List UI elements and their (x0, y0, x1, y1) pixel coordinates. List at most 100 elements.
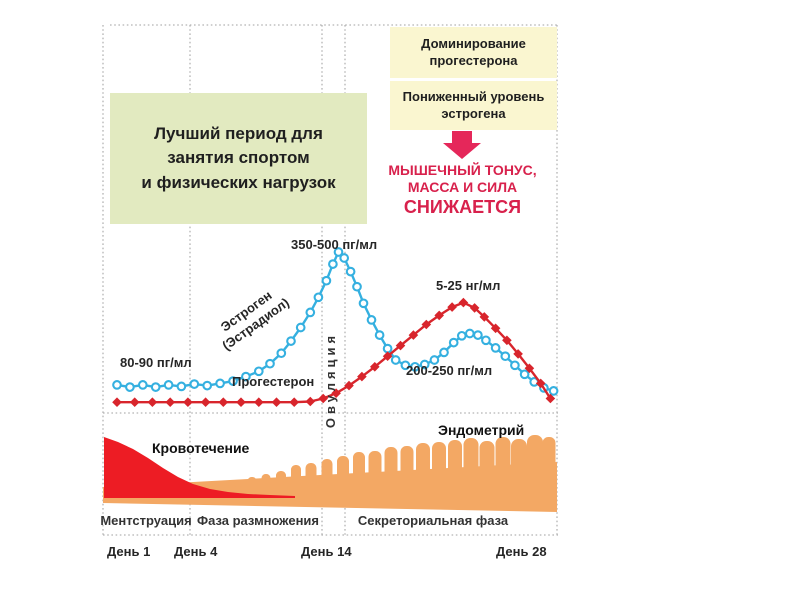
day-1-label: День 1 (107, 544, 151, 559)
endometrium-gland (321, 459, 333, 483)
best-period-line2: занятия спортом (167, 148, 310, 168)
estrogen-marker (189, 379, 200, 389)
ovulation-label: Овуляция (323, 331, 338, 429)
estrogen-marker (137, 380, 148, 390)
estrogen-marker (352, 281, 362, 292)
estrogen-marker (150, 382, 161, 392)
best-period-text: Лучший период для занятия спортом и физи… (141, 122, 335, 196)
estrogen-marker (112, 380, 122, 390)
estrogen-marker (276, 348, 287, 359)
endometrium-gland (247, 477, 257, 487)
estrogen-marker (473, 330, 483, 340)
estrogen-marker (500, 351, 511, 362)
progesterone-marker (524, 363, 535, 374)
endometrium-gland (416, 443, 430, 478)
endometrium-gland (234, 480, 242, 488)
progesterone-marker (318, 393, 329, 404)
progesterone-marker (183, 397, 193, 408)
progesterone-marker (545, 393, 556, 404)
estrogen-marker (228, 376, 238, 386)
estrogen-marker (253, 366, 264, 377)
best-period-callout: Лучший период для занятия спортом и физи… (110, 93, 367, 224)
estrogen-marker (510, 360, 520, 371)
estrogen-marker (382, 343, 393, 354)
estrogen-marker (481, 335, 491, 346)
estrogen-marker (548, 386, 559, 396)
phase-secretory-label: Секреториальная фаза (357, 513, 509, 528)
estradiol-peak-label: 350-500 пг/мл (291, 237, 378, 252)
endometrium-gland (384, 447, 398, 480)
estrogen-marker (374, 330, 385, 340)
progesterone-dominance-callout: Доминирование прогестерона (390, 27, 557, 78)
progesterone-marker (271, 397, 282, 408)
endometrium-gland (542, 437, 556, 471)
estrogen-marker (305, 307, 316, 318)
endometrium-gland (261, 474, 271, 486)
estrogen-marker (241, 371, 251, 382)
estrogen-marker (490, 343, 501, 353)
endometrium-gland (479, 441, 495, 474)
progesterone-marker (129, 397, 140, 408)
estrogen-marker (410, 361, 420, 372)
day-28-label: День 28 (496, 544, 547, 559)
day-4-label: День 4 (174, 544, 218, 559)
progesterone-marker (382, 351, 393, 362)
progesterone-marker (253, 397, 264, 408)
estrogen-marker (313, 292, 324, 303)
progesterone-marker (458, 297, 469, 308)
estrogen-marker (328, 259, 338, 269)
estrogen-marker (163, 380, 174, 390)
endometrium-gland (337, 456, 349, 482)
endometrium-gland (400, 446, 414, 479)
phase-menstruation-label: Ментструация (100, 513, 192, 528)
estrogen-marker (125, 382, 135, 392)
consequence-line1: МЫШЕЧНЫЙ ТОНУС, (388, 162, 537, 178)
endometrium-gland (305, 463, 317, 484)
day-14-label: День 14 (301, 544, 352, 559)
endometrium-gland (527, 435, 543, 472)
progesterone-marker (165, 397, 176, 408)
progesterone-marker (434, 310, 445, 321)
endometrium-gland (495, 437, 511, 473)
estrogen-marker (400, 360, 411, 371)
estrogen-marker (176, 381, 187, 392)
estradiol-secondary-label: 200-250 пг/мл (406, 363, 493, 378)
estrogen-marker (419, 359, 430, 370)
endometrium-gland (353, 452, 365, 481)
endometrium-gland (291, 465, 301, 485)
estrogen-marker (265, 358, 275, 369)
progesterone-marker (236, 397, 246, 408)
consequence-line3: СНИЖАЕТСЯ (403, 197, 522, 218)
low-estrogen-callout: Пониженный уровень эстрогена (390, 81, 557, 130)
estrogen-marker (439, 347, 449, 358)
estrogen-marker (456, 330, 467, 341)
progesterone-dominance-text: Доминирование прогестерона (421, 36, 526, 68)
low-estrogen-text: Пониженный уровень эстрогена (402, 89, 545, 121)
estrogen-marker (286, 336, 296, 346)
estrogen-marker (429, 355, 440, 365)
progesterone-curve-label: Прогестерон (232, 374, 315, 389)
estrogen-marker (339, 253, 350, 263)
estrogen-marker (333, 247, 344, 257)
consequence-callout: МЫШЕЧНЫЙ ТОНУС, МАССА И СИЛА СНИЖАЕТСЯ (380, 162, 545, 220)
consequence-line2: МАССА И СИЛА (407, 179, 518, 196)
endometrium-gland (511, 439, 527, 473)
estradiol-baseline-label: 80-90 пг/мл (120, 355, 192, 370)
estrogen-marker (358, 298, 369, 309)
estrogen-marker (366, 315, 377, 325)
best-period-line3: и физических нагрузок (141, 172, 336, 192)
progesterone-marker (200, 397, 211, 408)
best-period-line1: Лучший период для (154, 123, 323, 143)
estrogen-marker (464, 328, 475, 339)
progesterone-marker (147, 397, 158, 408)
progesterone-marker (513, 349, 523, 359)
estrogen-marker (202, 380, 213, 391)
progesterone-marker (535, 378, 546, 389)
endometrium-gland (276, 471, 286, 486)
endometrium-label: Эндометрий (438, 422, 525, 438)
down-arrow-icon (443, 131, 481, 159)
endometrium-gland (463, 438, 479, 475)
progesterone-peak-label: 5-25 нг/мл (436, 278, 501, 293)
